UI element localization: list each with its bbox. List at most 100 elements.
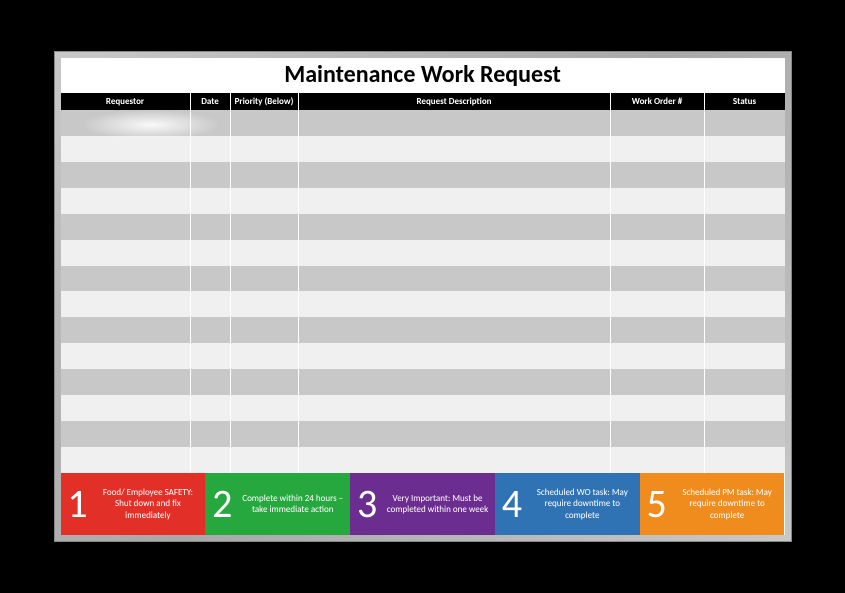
cell-work_order — [611, 395, 705, 421]
priority-number: 3 — [354, 484, 380, 524]
priority-legend: 1Food/ Employee SAFETY: Shut down and fi… — [61, 473, 785, 535]
priority-level-5: 5Scheduled PM task: May require downtime… — [640, 473, 785, 535]
priority-level-1: 1Food/ Employee SAFETY: Shut down and fi… — [61, 473, 206, 535]
cell-work_order — [611, 291, 705, 317]
cell-description — [299, 291, 611, 317]
table-row — [61, 214, 785, 240]
table-row — [61, 421, 785, 447]
cell-work_order — [611, 266, 705, 292]
cell-description — [299, 162, 611, 188]
cell-requestor — [61, 447, 191, 473]
cell-status — [705, 266, 785, 292]
cell-requestor — [61, 110, 191, 136]
cell-status — [705, 162, 785, 188]
cell-priority — [231, 343, 299, 369]
table-row — [61, 162, 785, 188]
priority-description: Scheduled PM task: May require downtime … — [676, 487, 779, 521]
cell-priority — [231, 162, 299, 188]
cell-date — [191, 240, 231, 266]
priority-number: 2 — [209, 484, 235, 524]
priority-description: Scheduled WO task: May require downtime … — [531, 487, 634, 521]
priority-number: 4 — [499, 484, 525, 524]
cell-date — [191, 395, 231, 421]
cell-priority — [231, 266, 299, 292]
cell-work_order — [611, 421, 705, 447]
cell-priority — [231, 395, 299, 421]
cell-date — [191, 162, 231, 188]
cell-date — [191, 110, 231, 136]
cell-priority — [231, 421, 299, 447]
cell-work_order — [611, 214, 705, 240]
cell-status — [705, 291, 785, 317]
cell-description — [299, 188, 611, 214]
cell-description — [299, 266, 611, 292]
col-header-requestor: Requestor — [61, 93, 191, 110]
request-table: Requestor Date Priority (Below) Request … — [61, 93, 785, 473]
cell-date — [191, 266, 231, 292]
table-row — [61, 447, 785, 473]
cell-priority — [231, 214, 299, 240]
table-body — [61, 110, 785, 473]
cell-date — [191, 136, 231, 162]
cell-requestor — [61, 421, 191, 447]
priority-number: 5 — [644, 484, 670, 524]
cell-requestor — [61, 395, 191, 421]
cell-status — [705, 343, 785, 369]
cell-priority — [231, 240, 299, 266]
cell-date — [191, 317, 231, 343]
cell-requestor — [61, 317, 191, 343]
table-row — [61, 369, 785, 395]
cell-work_order — [611, 240, 705, 266]
cell-status — [705, 421, 785, 447]
cell-description — [299, 240, 611, 266]
col-header-status: Status — [705, 93, 785, 110]
priority-level-3: 3 Very Important: Must be completed withi… — [350, 473, 495, 535]
cell-requestor — [61, 240, 191, 266]
cell-requestor — [61, 343, 191, 369]
cell-requestor — [61, 266, 191, 292]
priority-number: 1 — [65, 484, 91, 524]
col-header-work-order: Work Order # — [611, 93, 705, 110]
cell-work_order — [611, 317, 705, 343]
cell-status — [705, 395, 785, 421]
cell-priority — [231, 369, 299, 395]
cell-requestor — [61, 188, 191, 214]
cell-requestor — [61, 369, 191, 395]
cell-priority — [231, 317, 299, 343]
cell-date — [191, 188, 231, 214]
table-row — [61, 343, 785, 369]
cell-date — [191, 214, 231, 240]
cell-description — [299, 395, 611, 421]
priority-description: Very Important: Must be completed within… — [386, 493, 489, 516]
cell-requestor — [61, 162, 191, 188]
table-row — [61, 188, 785, 214]
cell-work_order — [611, 447, 705, 473]
cell-priority — [231, 188, 299, 214]
cell-requestor — [61, 291, 191, 317]
cell-description — [299, 421, 611, 447]
table-row — [61, 136, 785, 162]
cell-description — [299, 317, 611, 343]
cell-description — [299, 343, 611, 369]
cell-status — [705, 240, 785, 266]
col-header-date: Date — [191, 93, 231, 110]
cell-requestor — [61, 214, 191, 240]
whiteboard-surface: Maintenance Work Request Requestor Date … — [61, 58, 785, 535]
table-header-row: Requestor Date Priority (Below) Request … — [61, 93, 785, 110]
cell-priority — [231, 110, 299, 136]
cell-status — [705, 214, 785, 240]
cell-status — [705, 369, 785, 395]
priority-level-2: 2Complete within 24 hours – take immedia… — [205, 473, 350, 535]
cell-work_order — [611, 343, 705, 369]
cell-work_order — [611, 188, 705, 214]
cell-status — [705, 317, 785, 343]
cell-description — [299, 447, 611, 473]
cell-work_order — [611, 110, 705, 136]
cell-date — [191, 291, 231, 317]
table-row — [61, 110, 785, 136]
table-row — [61, 240, 785, 266]
cell-date — [191, 343, 231, 369]
cell-description — [299, 110, 611, 136]
cell-work_order — [611, 136, 705, 162]
cell-description — [299, 214, 611, 240]
